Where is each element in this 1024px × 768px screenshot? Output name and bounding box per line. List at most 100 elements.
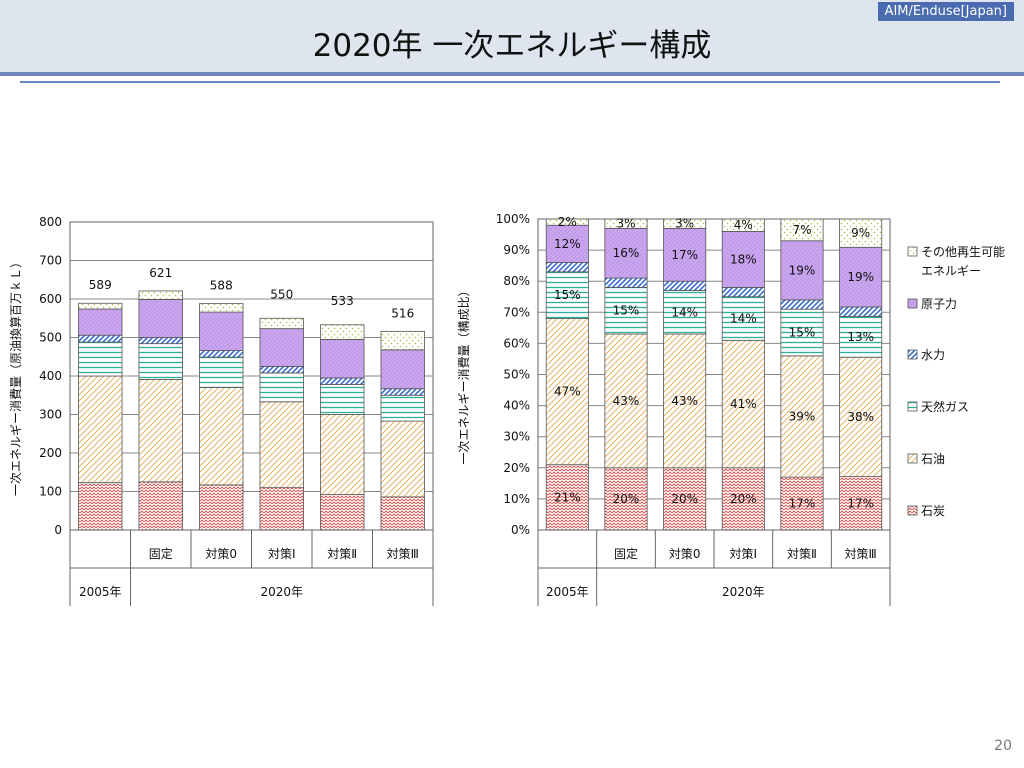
- absolute-ytick-label: 400: [39, 369, 62, 383]
- absolute-category-label: 対策Ⅲ: [387, 547, 419, 561]
- absolute-bar-segment: [138, 343, 183, 380]
- absolute-bar-segment: [320, 414, 365, 495]
- share-data-label: 39%: [789, 409, 816, 423]
- share-bar-segment: [721, 231, 765, 288]
- absolute-bar-segment: [78, 302, 123, 310]
- absolute-ytick-label: 700: [39, 254, 62, 268]
- absolute-ytick-label: 300: [39, 408, 62, 422]
- legend-label: 水力: [921, 348, 945, 362]
- absolute-bar-segment: [138, 481, 183, 531]
- absolute-ytick-label: 500: [39, 331, 62, 345]
- share-data-label: 9%: [851, 226, 870, 240]
- absolute-total-label: 621: [149, 266, 172, 280]
- share-bar-segment: [780, 355, 824, 478]
- absolute-ytick-label: 100: [39, 485, 62, 499]
- legend-swatch: [907, 505, 918, 516]
- share-data-label: 43%: [671, 394, 698, 408]
- absolute-total-label: 588: [210, 279, 233, 293]
- share-bar-segment: [663, 467, 707, 531]
- absolute-bar-segment: [199, 387, 244, 486]
- absolute-total-label: 516: [391, 306, 414, 320]
- share-data-label: 20%: [730, 492, 757, 506]
- absolute-chart: 0 100 200 300 400 500 600 700 800 一次エネルギー消費量（原油換算…: [8, 215, 434, 606]
- share-bar-segment: [780, 218, 824, 242]
- share-chart: 0% 10% 20% 30% 40% 50% 60% 70% 80% 90% 100% 一次エネルギー…: [456, 212, 891, 606]
- share-data-label: 15%: [789, 326, 816, 340]
- share-bar-segment: [780, 299, 824, 310]
- share-group-label: 2005年: [546, 585, 589, 599]
- share-bar-segment: [545, 262, 589, 273]
- legend-swatch: [907, 246, 918, 257]
- absolute-ytick-label: 800: [39, 215, 62, 229]
- share-data-label: 20%: [613, 492, 640, 506]
- absolute-bar-segment: [199, 311, 244, 351]
- share-bar-segment: [780, 476, 824, 531]
- absolute-category-label: 対策Ⅱ: [327, 547, 357, 561]
- absolute-ylabel: 一次エネルギー消費量（原油換算百万ｋＬ）: [8, 256, 23, 496]
- absolute-total-label: 533: [331, 294, 354, 308]
- share-ytick-label: 90%: [503, 243, 530, 257]
- share-bar-segment: [780, 240, 824, 301]
- legend-swatch: [907, 401, 918, 412]
- share-bar-segment: [780, 308, 824, 357]
- absolute-group-label: 2020年: [260, 585, 303, 599]
- share-data-label: 2%: [558, 215, 577, 229]
- share-bar-segment: [545, 464, 589, 531]
- share-data-label: 19%: [789, 263, 816, 277]
- share-data-label: 38%: [847, 410, 874, 424]
- model-tag: AIM/Enduse[Japan]: [877, 2, 1014, 21]
- share-bar-segment: [545, 218, 589, 226]
- share-data-label: 17%: [847, 496, 874, 510]
- share-ytick-label: 80%: [503, 274, 530, 288]
- share-ytick-label: 50%: [503, 368, 530, 382]
- absolute-bar-segment: [259, 487, 304, 531]
- share-bar-segment: [721, 467, 765, 531]
- legend-label: 石油: [921, 452, 945, 466]
- share-data-label: 17%: [671, 248, 698, 262]
- share-group-label: 2020年: [722, 585, 765, 599]
- absolute-bar-segment: [380, 330, 425, 351]
- share-data-label: 47%: [554, 385, 581, 399]
- share-data-label: 18%: [730, 252, 757, 266]
- share-bar-segment: [604, 227, 648, 279]
- share-data-label: 16%: [613, 246, 640, 260]
- header-subrule: [20, 81, 1000, 83]
- absolute-ytick-label: 600: [39, 292, 62, 306]
- share-bar-segment: [721, 339, 765, 469]
- share-data-label: 21%: [554, 490, 581, 504]
- legend-swatch: [907, 453, 918, 464]
- legend-label: 石炭: [921, 504, 945, 518]
- absolute-bar-segment: [138, 379, 183, 483]
- share-bar-segment: [604, 287, 648, 335]
- share-data-label: 20%: [671, 492, 698, 506]
- share-bar-segment: [663, 218, 707, 229]
- share-data-label: 14%: [730, 312, 757, 326]
- absolute-bar-segment: [320, 339, 365, 379]
- share-bar-segment: [721, 296, 765, 341]
- share-category-label: 固定: [614, 546, 638, 561]
- absolute-bar-segment: [199, 484, 244, 531]
- legend-swatch: [907, 298, 918, 309]
- absolute-bar-segment: [380, 394, 425, 422]
- absolute-ytick-label: 200: [39, 446, 62, 460]
- title-banner: [0, 0, 1024, 72]
- absolute-total-label: 589: [89, 278, 112, 292]
- share-ytick-label: 10%: [503, 492, 530, 506]
- absolute-bar-segment: [380, 420, 425, 498]
- absolute-bar-segment: [199, 356, 244, 388]
- share-bar-segment: [839, 306, 883, 317]
- slide-title: 2020年 一次エネルギー構成: [312, 28, 712, 64]
- share-data-label: 12%: [554, 237, 581, 251]
- share-bar-segment: [839, 218, 883, 248]
- absolute-bar-segment: [259, 372, 304, 403]
- absolute-bar-segment: [259, 401, 304, 489]
- share-ytick-label: 20%: [503, 461, 530, 475]
- share-data-label: 3%: [675, 217, 694, 231]
- share-data-label: 14%: [671, 305, 698, 319]
- share-bar-segment: [721, 287, 765, 298]
- absolute-bar-segment: [138, 298, 183, 338]
- legend-swatch: [907, 349, 918, 360]
- absolute-bar-segment: [380, 349, 425, 390]
